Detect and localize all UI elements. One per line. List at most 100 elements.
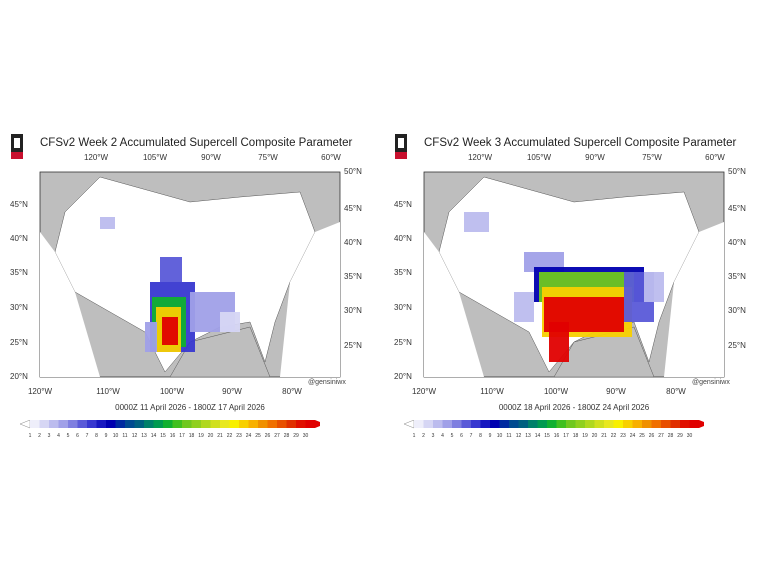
colorbar-swatch — [39, 420, 49, 428]
colorbar-swatch — [220, 420, 230, 428]
colorbar-label: 12 — [516, 433, 522, 439]
colorbar-label: 6 — [76, 433, 79, 439]
lat-label-left: 20°N — [394, 372, 412, 381]
colorbar-swatch — [191, 420, 201, 428]
niu-logo — [395, 134, 407, 159]
colorbar-swatch — [258, 420, 268, 428]
colorbar-swatch — [58, 420, 68, 428]
panel-week2: CFSv2 Week 2 Accumulated Supercell Compo… — [0, 130, 380, 450]
lat-label-left: 30°N — [10, 303, 28, 312]
colorbar: 1 2 3 4 5 6 7 8 9 10 11 12 13 14 15 16 17 18 19 20 21 22 23 24 2… — [20, 420, 320, 439]
date-range: 0000Z 18 April 2026 - 1800Z 24 April 202… — [498, 403, 650, 412]
colorbar-swatch — [452, 420, 462, 428]
colorbar-label: 10 — [497, 433, 503, 439]
colorbar-label: 29 — [677, 433, 683, 439]
lat-label-right: 25°N — [728, 341, 746, 350]
colorbar-swatch — [518, 420, 528, 428]
colorbar-swatch — [423, 420, 433, 428]
colorbar-swatch — [670, 420, 680, 428]
colorbar-swatch — [547, 420, 557, 428]
lat-label-left: 35°N — [10, 268, 28, 277]
colorbar-label: 11 — [122, 433, 127, 439]
lat-label-right: 35°N — [344, 272, 362, 281]
lon-label-top: 75°W — [642, 153, 662, 162]
colorbar-swatch — [642, 420, 652, 428]
map-title: CFSv2 Week 2 Accumulated Supercell Compo… — [40, 137, 353, 149]
colorbar-swatch — [49, 420, 59, 428]
colorbar-label: 3 — [432, 433, 435, 439]
colorbar-label: 20 — [208, 433, 214, 439]
colorbar-swatch — [585, 420, 595, 428]
scp-cell — [644, 272, 664, 302]
lat-label-right: 30°N — [728, 306, 746, 315]
scp-cell — [162, 317, 178, 345]
colorbar-swatch — [661, 420, 671, 428]
colorbar-swatch — [651, 420, 661, 428]
colorbar-label: 7 — [470, 433, 473, 439]
colorbar-label: 26 — [265, 433, 271, 439]
lon-label-bottom: 100°W — [159, 387, 185, 396]
colorbar-label: 9 — [489, 433, 492, 439]
colorbar-label: 6 — [460, 433, 463, 439]
credit: @gensiniwx — [692, 379, 730, 386]
colorbar-swatch — [433, 420, 443, 428]
ocean-pacific — [40, 232, 100, 377]
colorbar-label: 23 — [236, 433, 242, 439]
lat-label-left: 45°N — [10, 200, 28, 209]
colorbar-swatch — [77, 420, 87, 428]
colorbar-label: 16 — [554, 433, 560, 439]
colorbar-label: 5 — [451, 433, 454, 439]
colorbar-label: 13 — [525, 433, 531, 439]
colorbar-label: 24 — [630, 433, 636, 439]
colorbar-swatch — [286, 420, 296, 428]
lon-label-top: 60°W — [321, 153, 341, 162]
lon-label-bottom: 120°W — [411, 387, 437, 396]
colorbar-label: 28 — [668, 433, 674, 439]
ocean-atlantic — [664, 222, 724, 377]
colorbar-swatch — [471, 420, 481, 428]
lat-label-left: 45°N — [394, 200, 412, 209]
colorbar-swatch — [248, 420, 258, 428]
lon-label-bottom: 90°W — [606, 387, 626, 396]
colorbar-label: 26 — [649, 433, 655, 439]
colorbar-swatch — [163, 420, 173, 428]
colorbar-label: 9 — [105, 433, 108, 439]
colorbar-swatch — [442, 420, 452, 428]
colorbar-label: 16 — [170, 433, 176, 439]
colorbar-swatch — [632, 420, 642, 428]
lat-label-right: 50°N — [344, 167, 362, 176]
colorbar-swatch — [96, 420, 106, 428]
colorbar-label: 15 — [544, 433, 550, 439]
colorbar-swatch — [239, 420, 249, 428]
colorbar-label: 18 — [573, 433, 579, 439]
lon-label-top: 105°W — [526, 153, 552, 162]
scp-cell — [514, 292, 534, 322]
lon-label-top: 90°W — [201, 153, 221, 162]
colorbar-swatch — [499, 420, 509, 428]
colorbar-label: 15 — [160, 433, 166, 439]
colorbar-label: 2 — [38, 433, 41, 439]
colorbar-label: 20 — [592, 433, 598, 439]
colorbar-label: 25 — [639, 433, 645, 439]
lat-label-left: 35°N — [394, 268, 412, 277]
colorbar-label: 21 — [601, 433, 607, 439]
lon-label-top: 120°W — [467, 153, 493, 162]
colorbar-label: 27 — [274, 433, 280, 439]
colorbar-label: 22 — [611, 433, 617, 439]
date-range: 0000Z 11 April 2026 - 1800Z 17 April 202… — [115, 403, 265, 412]
lat-label-left: 40°N — [394, 234, 412, 243]
colorbar-swatch — [490, 420, 500, 428]
colorbar-label: 22 — [227, 433, 233, 439]
colorbar-label: 29 — [293, 433, 299, 439]
colorbar-swatch — [623, 420, 633, 428]
colorbar-swatch — [480, 420, 490, 428]
colorbar-swatch — [106, 420, 116, 428]
colorbar-swatch — [210, 420, 220, 428]
colorbar-label: 14 — [535, 433, 541, 439]
lon-label-bottom: 110°W — [480, 387, 504, 396]
lat-label-right: 45°N — [728, 204, 746, 213]
scp-cell — [464, 212, 489, 232]
lon-label-bottom: 80°W — [282, 387, 302, 396]
colorbar-label: 18 — [189, 433, 195, 439]
ocean-pacific — [424, 232, 484, 377]
